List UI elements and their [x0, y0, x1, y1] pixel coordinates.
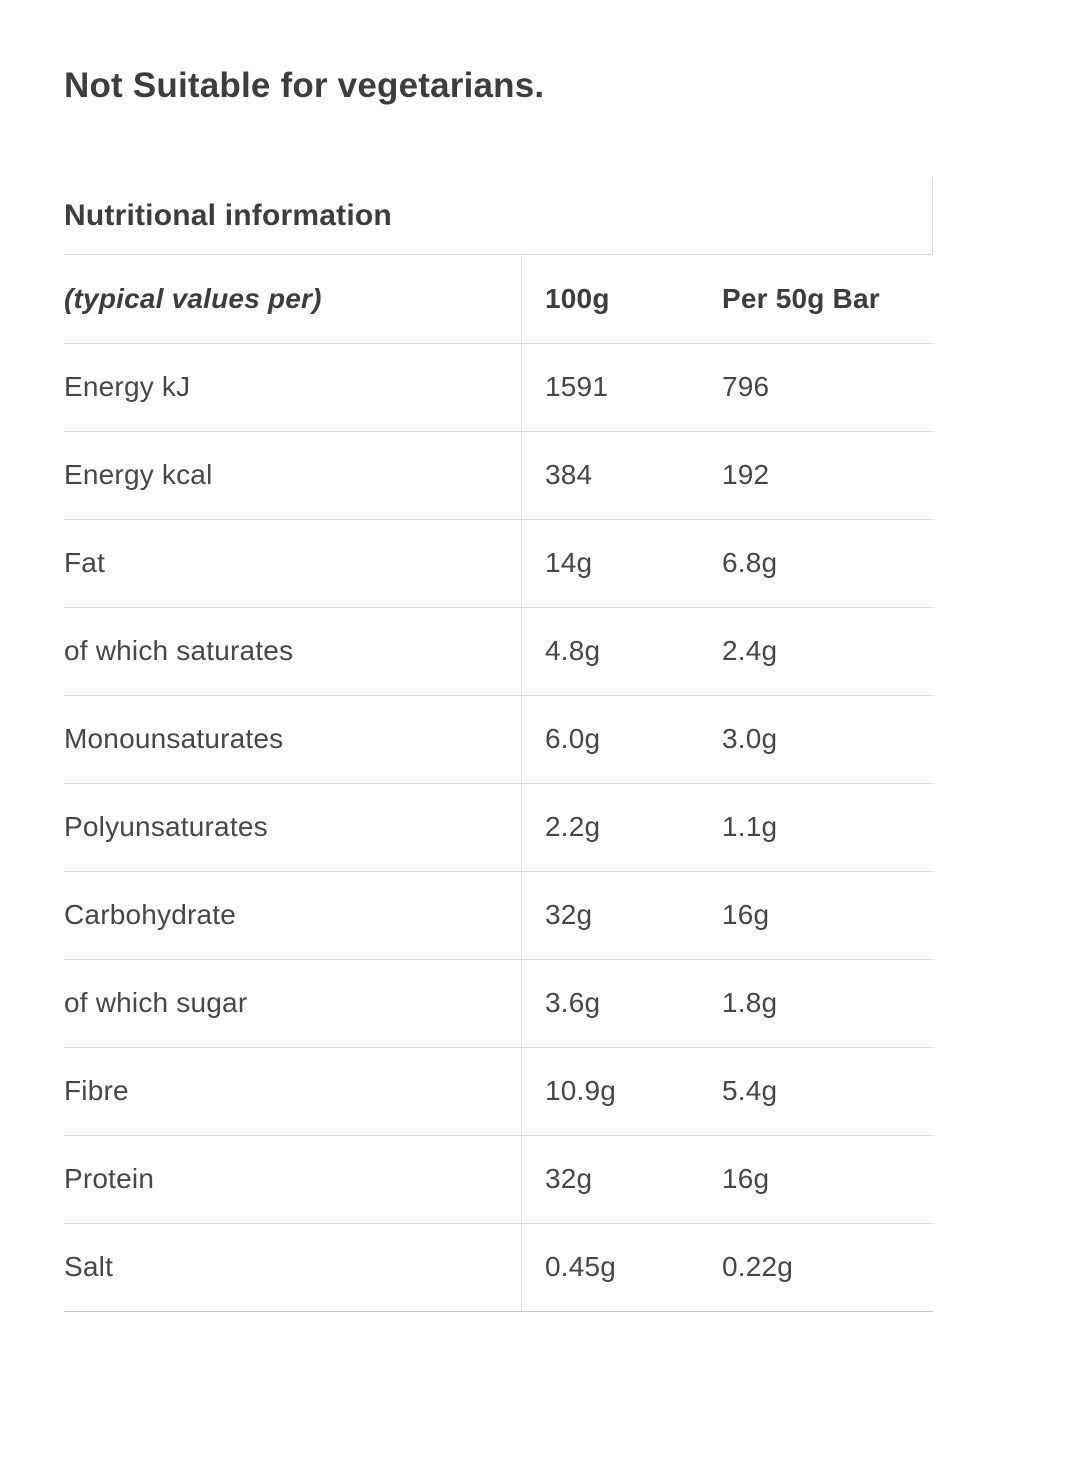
value-per-50g-bar: 192 — [722, 459, 770, 491]
value-per-50g-bar: 3.0g — [722, 723, 778, 755]
nutrition-section: Nutritional information (typical values … — [64, 178, 933, 1312]
value-per-50g-bar: 16g — [722, 899, 770, 931]
nutrient-label: of which saturates — [64, 607, 522, 695]
nutrient-label: Protein — [64, 1135, 522, 1223]
nutrition-table-body: Energy kJ 1591 796 Energy kcal 384 192 F… — [64, 343, 933, 1312]
value-per-50g-bar: 0.22g — [722, 1251, 794, 1283]
value-per-100g: 4.8g — [545, 635, 601, 667]
value-per-100g: 32g — [545, 899, 593, 931]
column-header-per-100g: 100g — [545, 282, 610, 314]
table-row: of which saturates 4.8g 2.4g — [64, 607, 933, 696]
nutrient-label: Fat — [64, 519, 522, 607]
table-row: Monounsaturates 6.0g 3.0g — [64, 695, 933, 784]
table-row: Salt 0.45g 0.22g — [64, 1223, 933, 1312]
nutrient-label: Salt — [64, 1223, 522, 1311]
table-row: Carbohydrate 32g 16g — [64, 871, 933, 960]
value-per-100g: 3.6g — [545, 987, 601, 1019]
table-row: Energy kJ 1591 796 — [64, 343, 933, 432]
nutrition-table-header-row: (typical values per) 100g Per 50g Bar — [64, 254, 933, 344]
column-header-typical-values: (typical values per) — [64, 254, 522, 343]
value-per-50g-bar: 1.1g — [722, 811, 778, 843]
value-per-100g: 384 — [545, 459, 593, 491]
column-header-per-50g-bar: Per 50g Bar — [722, 282, 880, 314]
suitability-heading: Not Suitable for vegetarians. — [64, 66, 545, 105]
value-per-100g: 0.45g — [545, 1251, 617, 1283]
nutrition-title-cell: Nutritional information — [64, 178, 933, 255]
value-per-50g-bar: 1.8g — [722, 987, 778, 1019]
value-per-50g-bar: 16g — [722, 1163, 770, 1195]
table-row: Protein 32g 16g — [64, 1135, 933, 1224]
table-row: Fat 14g 6.8g — [64, 519, 933, 608]
value-per-100g: 1591 — [545, 371, 609, 403]
nutrient-label: Polyunsaturates — [64, 783, 522, 871]
nutrition-table-title: Nutritional information — [64, 199, 392, 233]
value-per-50g-bar: 2.4g — [722, 635, 778, 667]
nutrient-label: Fibre — [64, 1047, 522, 1135]
table-row: Polyunsaturates 2.2g 1.1g — [64, 783, 933, 872]
nutrient-label: Carbohydrate — [64, 871, 522, 959]
nutrient-label: Energy kcal — [64, 431, 522, 519]
nutrient-label: Energy kJ — [64, 343, 522, 431]
value-per-100g: 6.0g — [545, 723, 601, 755]
value-per-50g-bar: 6.8g — [722, 547, 778, 579]
table-row: Energy kcal 384 192 — [64, 431, 933, 520]
nutrient-label: of which sugar — [64, 959, 522, 1047]
nutrient-label: Monounsaturates — [64, 695, 522, 783]
product-nutrition-page: Not Suitable for vegetarians. Nutritiona… — [0, 64, 933, 1312]
nutrition-table: (typical values per) 100g Per 50g Bar En… — [64, 254, 933, 1312]
value-per-100g: 14g — [545, 547, 593, 579]
table-row: Fibre 10.9g 5.4g — [64, 1047, 933, 1136]
value-per-100g: 2.2g — [545, 811, 601, 843]
value-per-50g-bar: 796 — [722, 371, 770, 403]
value-per-100g: 10.9g — [545, 1075, 617, 1107]
value-per-100g: 32g — [545, 1163, 593, 1195]
value-per-50g-bar: 5.4g — [722, 1075, 778, 1107]
table-row: of which sugar 3.6g 1.8g — [64, 959, 933, 1048]
